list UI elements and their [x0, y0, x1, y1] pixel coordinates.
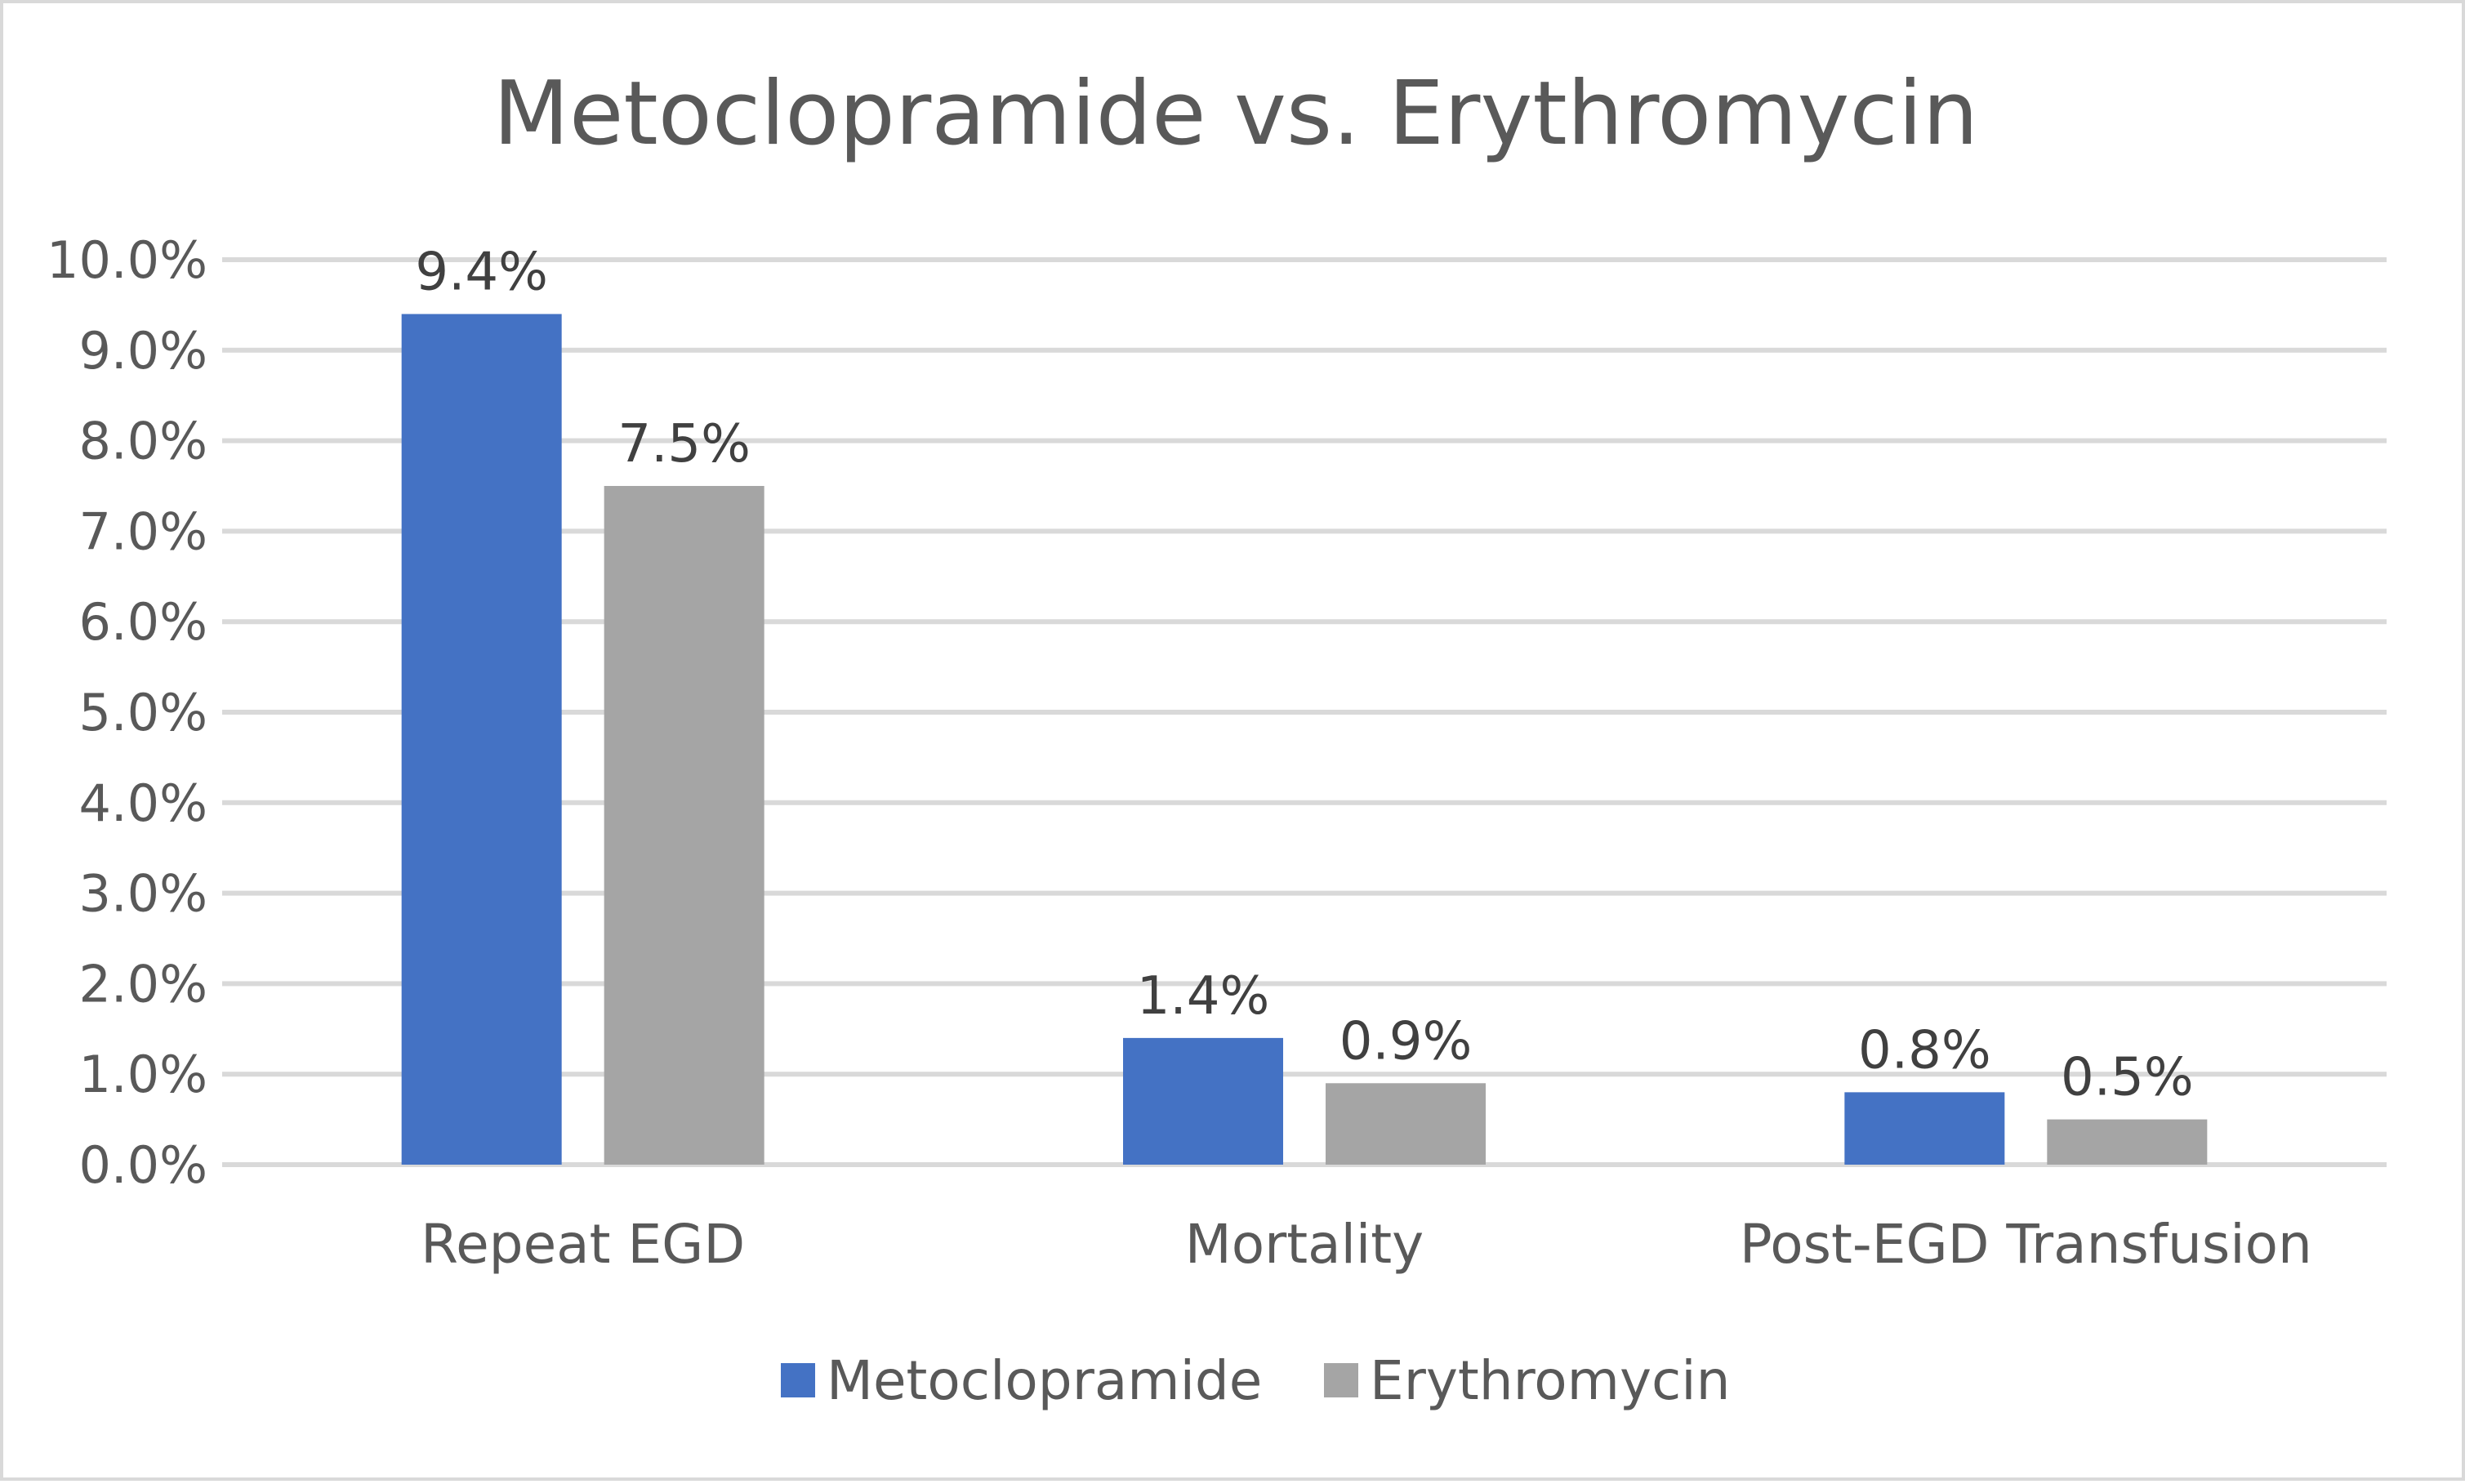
bar-metoclopramide-3 [1844, 1092, 2005, 1165]
y-tick-label: 2.0% [78, 954, 207, 1014]
y-axis-tick-labels: 0.0% 1.0% 2.0% 3.0% 4.0% 5.0% 6.0% 7.0% 8.0% 9.0%… [47, 230, 207, 1195]
y-tick-label: 3.0% [78, 864, 207, 924]
category-label: Mortality [1185, 1213, 1424, 1276]
y-tick-label: 6.0% [78, 592, 207, 652]
legend-swatch-erythromycin [1324, 1363, 1358, 1397]
data-label: 0.8% [1858, 1020, 1991, 1081]
legend-label-erythromycin: Erythromycin [1370, 1349, 1730, 1412]
y-tick-label: 10.0% [47, 230, 207, 290]
data-label: 0.5% [2061, 1048, 2194, 1108]
bar-metoclopramide-2 [1123, 1037, 1283, 1165]
chart: Metoclopramide vs. Erythromycin 0.0% 1.0%… [47, 63, 2387, 1412]
category-label: Repeat EGD [421, 1213, 745, 1276]
bar-erythromycin-3 [2047, 1119, 2208, 1165]
data-label: 9.4% [415, 242, 548, 302]
data-labels: 9.4% 7.5% 1.4% 0.9% 0.8% 0.5% [415, 242, 2193, 1107]
bars [401, 314, 2208, 1165]
x-axis-category-labels: Repeat EGD Mortality Post-EGD Transfusion [421, 1213, 2312, 1276]
y-tick-label: 7.0% [78, 501, 207, 561]
y-tick-label: 5.0% [78, 683, 207, 742]
category-label: Post-EGD Transfusion [1740, 1213, 2312, 1276]
legend-label-metoclopramide: Metoclopramide [827, 1349, 1262, 1412]
legend: Metoclopramide Erythromycin [781, 1349, 1730, 1412]
bar-erythromycin-1 [604, 486, 764, 1165]
data-label: 1.4% [1137, 966, 1270, 1027]
gridlines [222, 257, 2387, 1167]
y-tick-label: 9.0% [78, 321, 207, 381]
y-tick-label: 8.0% [78, 412, 207, 471]
y-tick-label: 0.0% [78, 1135, 207, 1195]
y-tick-label: 1.0% [78, 1045, 207, 1104]
bar-erythromycin-2 [1326, 1083, 1486, 1165]
bar-metoclopramide-1 [401, 314, 562, 1165]
data-label: 0.9% [1339, 1011, 1473, 1072]
y-tick-label: 4.0% [78, 773, 207, 833]
legend-swatch-metoclopramide [781, 1363, 815, 1397]
data-label: 7.5% [617, 414, 751, 475]
chart-title: Metoclopramide vs. Erythromycin [493, 63, 1978, 165]
